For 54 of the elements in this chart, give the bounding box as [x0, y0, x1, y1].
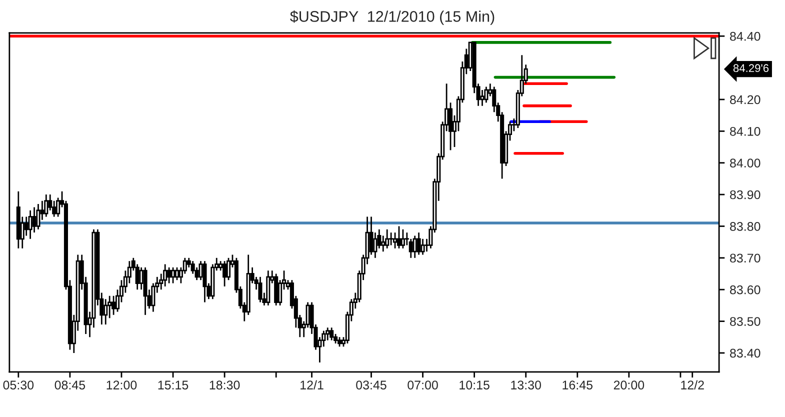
candlestick — [222, 260, 227, 288]
candlestick — [412, 235, 417, 259]
text: 84.29'6 — [733, 64, 769, 72]
x-tick-label: 13:30 — [511, 380, 542, 390]
chart-title: $USDJPY 12/1/2010 (15 Min) — [290, 10, 494, 25]
y-tick-label: 84.20 — [730, 95, 760, 104]
candlestick — [373, 232, 378, 259]
candlestick — [32, 206, 36, 234]
x-tick-label: 05:30 — [3, 380, 34, 390]
candlestick — [44, 194, 48, 218]
candlestick — [202, 260, 207, 303]
candlestick — [381, 235, 386, 252]
candlestick — [480, 89, 484, 107]
x-tick-label: 16:45 — [562, 380, 593, 390]
x-tick-label: 07:00 — [408, 380, 438, 390]
candlestick — [104, 298, 108, 326]
candlestick — [338, 336, 342, 348]
candlestick — [174, 266, 179, 281]
candlestick — [36, 203, 40, 230]
candlestick — [112, 295, 116, 316]
y-tick-label: 83.40 — [730, 348, 760, 358]
y-tick-label: 83.80 — [730, 222, 760, 231]
y-tick-label: 83.70 — [730, 254, 760, 263]
x-tick-label: 10:15 — [460, 380, 490, 390]
candlestick — [163, 264, 168, 288]
candlestick — [24, 216, 28, 236]
candlestick — [258, 276, 262, 303]
x-tick-label: 15:15 — [158, 380, 188, 390]
x-tick-label: 20:00 — [614, 380, 644, 390]
y-tick-label: 84.40 — [730, 32, 760, 41]
candlestick — [420, 238, 425, 256]
candlestick — [393, 232, 398, 250]
candlestick — [484, 86, 488, 104]
y-tick-label: 83.90 — [730, 190, 760, 200]
candlestick — [385, 228, 390, 250]
y-tick-label: 83.60 — [730, 285, 760, 294]
candlestick — [171, 266, 176, 284]
x-tick-label: 12/2 — [681, 380, 704, 390]
x-tick-label: 03:45 — [356, 380, 386, 390]
x-tick-label: 18:30 — [210, 380, 240, 390]
candlestick — [330, 326, 334, 341]
candlestick — [167, 266, 172, 284]
y-tick-label: 84.00 — [730, 158, 760, 168]
candlestick — [400, 228, 405, 250]
candlestick — [396, 226, 402, 250]
x-tick-label: 12:00 — [106, 380, 137, 390]
candlestick — [416, 232, 421, 256]
y-tick-label: 84.10 — [730, 126, 760, 136]
candlestick — [389, 232, 394, 246]
x-tick-label: 08:45 — [54, 380, 86, 390]
candlestick — [28, 210, 32, 240]
candlestick — [369, 216, 374, 256]
y-tick-label: 83.50 — [730, 317, 760, 326]
x-tick-label: 12/1 — [300, 380, 324, 390]
